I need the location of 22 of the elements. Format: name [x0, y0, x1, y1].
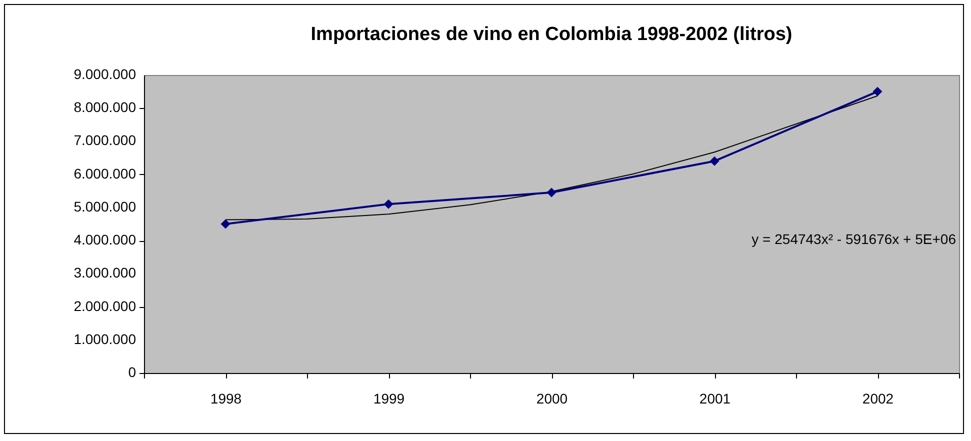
y-tick-label: 0: [128, 364, 136, 380]
y-tick-label: 4.000.000: [74, 232, 136, 248]
y-tick-label: 9.000.000: [74, 66, 136, 82]
x-tick-label: 2001: [699, 390, 731, 406]
point: [546, 188, 556, 198]
x-tick-label: 2002: [862, 390, 894, 406]
point: [872, 86, 882, 96]
point: [220, 219, 230, 229]
point: [710, 156, 720, 166]
y-tick-label: 2.000.000: [74, 298, 136, 314]
y-tick-label: 8.000.000: [74, 99, 136, 116]
annotation: y = 254743x² - 591676x + 5E+06: [752, 231, 956, 247]
chart-title: Importaciones de vino en Colombia 1998-2002 (litros): [310, 24, 792, 45]
y-tick-label: 1.000.000: [74, 330, 136, 347]
y-tick-label: 7.000.000: [74, 132, 136, 148]
x-tick-label: 1999: [373, 390, 405, 406]
x-tick-label: 1998: [210, 390, 242, 406]
y-tick-label: 5.000.000: [74, 198, 136, 214]
x-tick-label: 2000: [536, 390, 568, 406]
y-tick-label: 6.000.000: [74, 165, 136, 182]
point: [384, 199, 394, 209]
y-tick-label: 3.000.000: [74, 264, 136, 281]
